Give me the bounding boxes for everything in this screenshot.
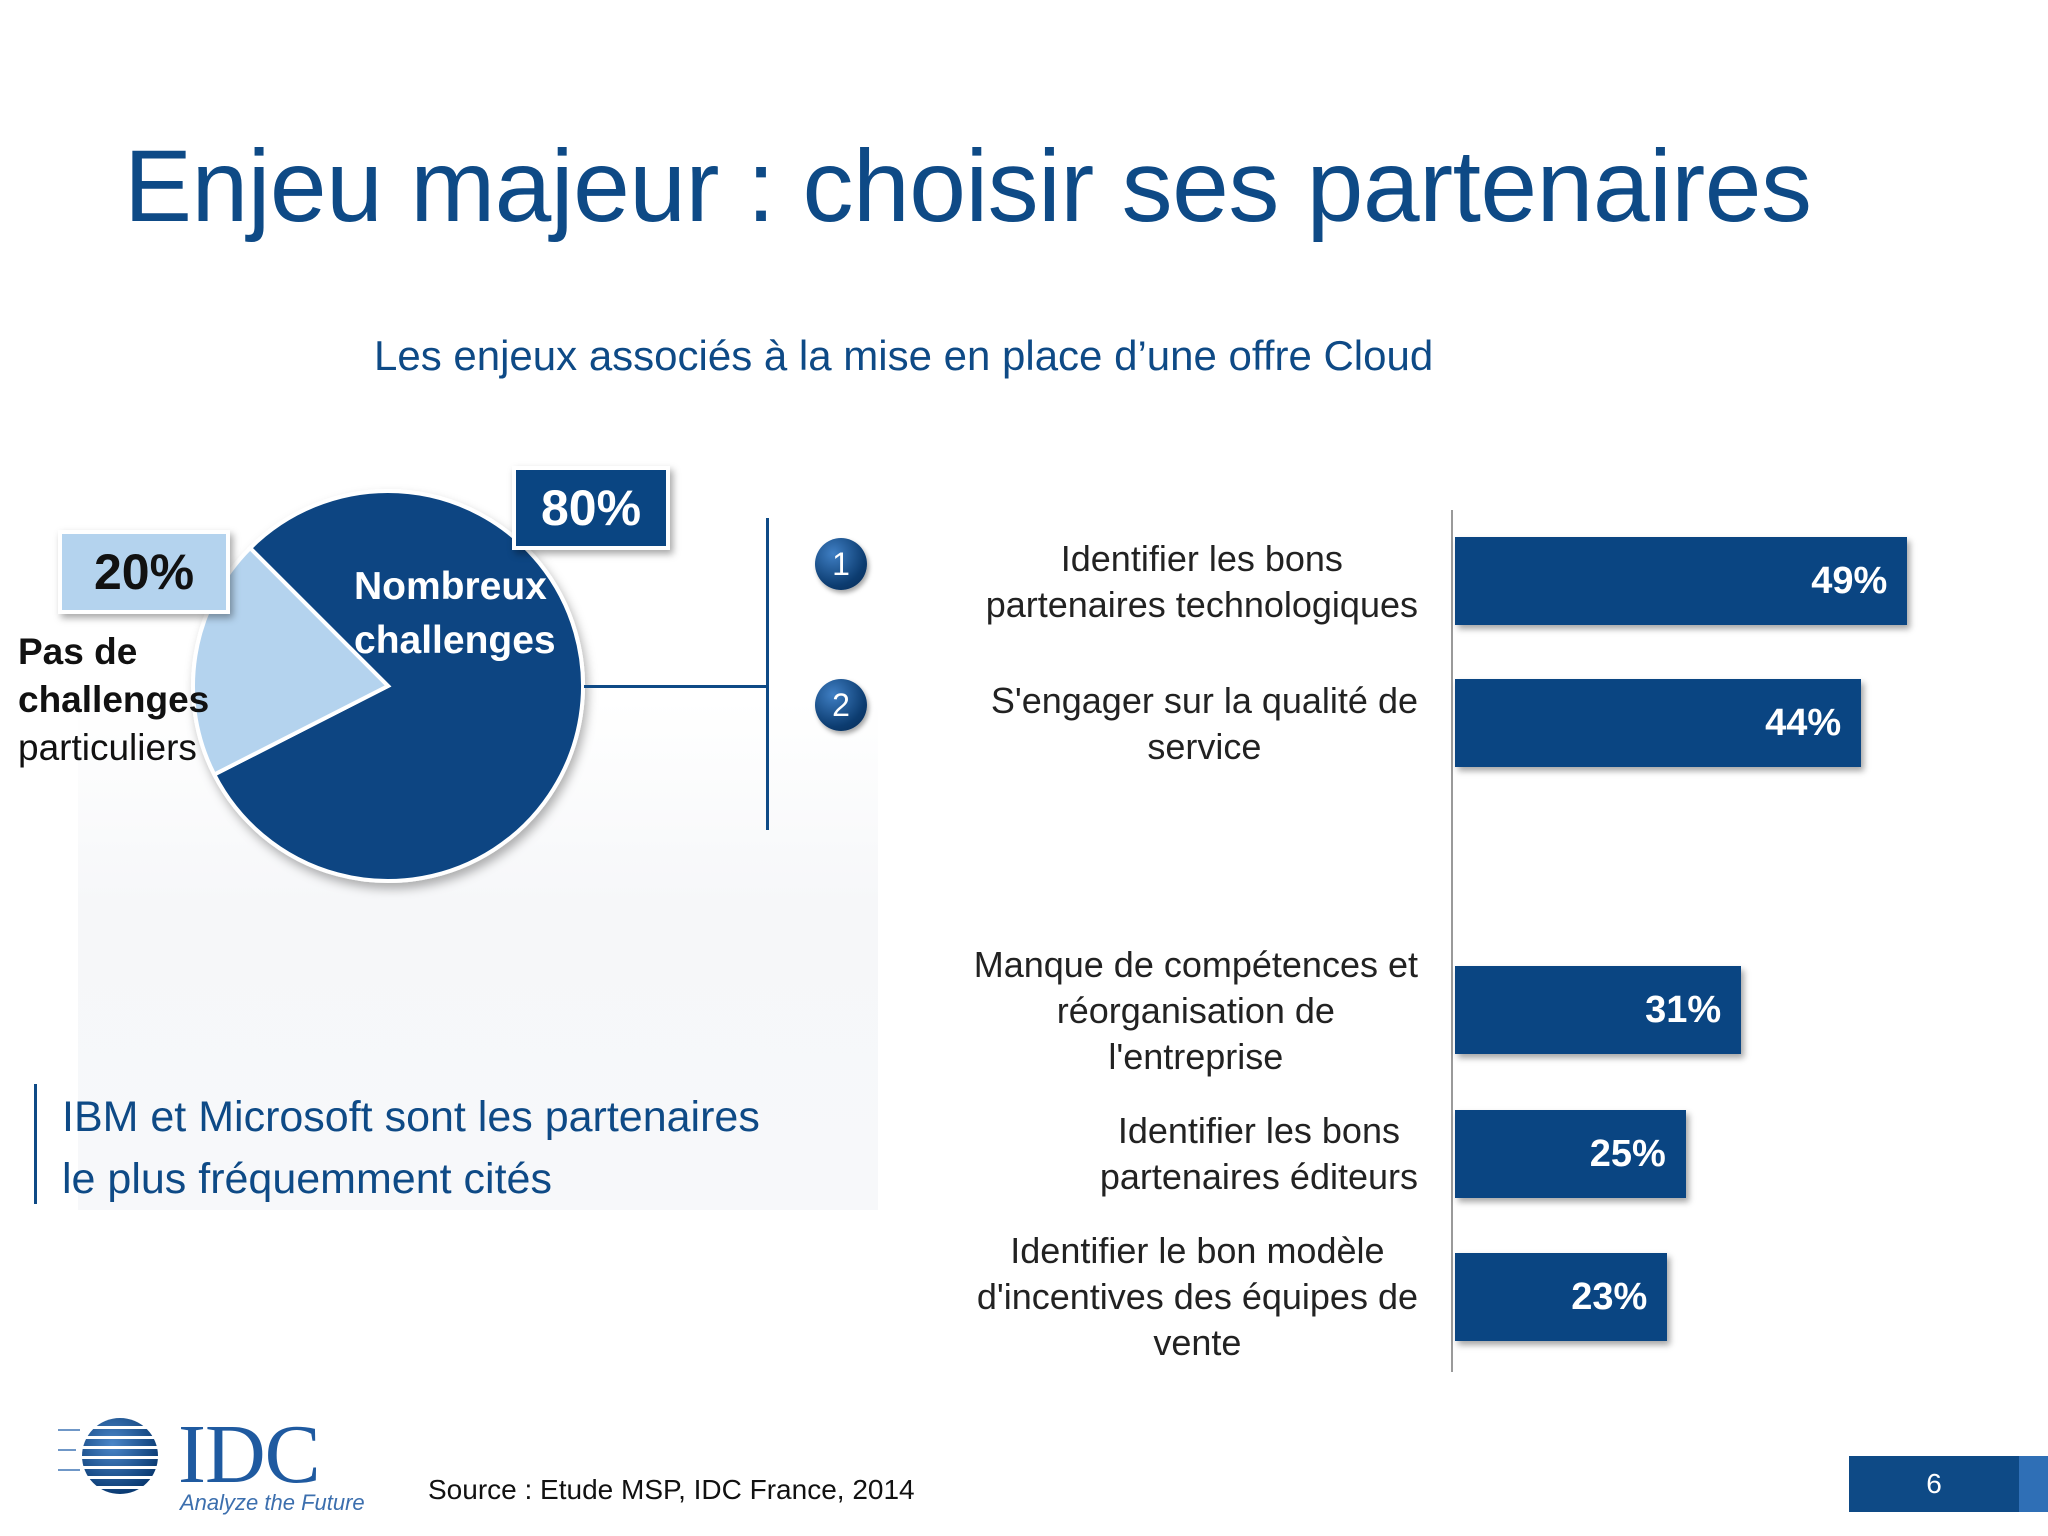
callout-rule	[34, 1084, 37, 1204]
partners-callout: IBM et Microsoft sont les partenaires le…	[62, 1086, 760, 1210]
category-line: service	[1147, 726, 1262, 767]
category-line: Identifier les bons	[1117, 1110, 1400, 1151]
bar-4	[1455, 1110, 1686, 1198]
pie-label-line: Nombreux	[354, 565, 547, 608]
category-line: vente	[1153, 1322, 1242, 1363]
bar-category-label: Identifier les bons partenaires éditeurs	[1100, 1108, 1418, 1200]
bar-category-label: Identifier les bons partenaires technolo…	[986, 536, 1418, 628]
bar-axis-line	[1451, 510, 1453, 1372]
bracket-line	[766, 518, 769, 830]
category-line: partenaires éditeurs	[1099, 1156, 1418, 1197]
category-line: Identifier les bons	[1060, 538, 1343, 579]
rank-badge-2: 2	[815, 679, 867, 731]
pie-label-line: particuliers	[18, 727, 197, 768]
pie-label-line: challenges	[354, 619, 556, 662]
bar-value-label: 31%	[1645, 988, 1722, 1031]
bar-category-label: Identifier le bon modèle d'incentives de…	[977, 1228, 1418, 1366]
connector-line	[584, 685, 768, 688]
bar-value-label: 23%	[1571, 1275, 1648, 1318]
pie-percent-80-box: 80%	[512, 466, 670, 550]
idc-globe-icon	[58, 1418, 178, 1494]
category-line: S'engager sur la qualité de	[990, 680, 1418, 721]
bar-3	[1455, 966, 1742, 1054]
pie-label-pas-de-challenges: Pas de challenges particuliers	[18, 628, 209, 772]
pie-slice-pas-de-challenges	[191, 545, 392, 778]
page-number-edge	[2019, 1456, 2048, 1512]
pie-percent-20-box: 20%	[58, 530, 230, 614]
category-line: partenaires technologiques	[985, 584, 1418, 625]
bar-value-label: 44%	[1765, 701, 1842, 744]
bar-category-label: S'engager sur la qualité de service	[991, 678, 1418, 770]
bar-5	[1455, 1253, 1668, 1341]
bar-value-label: 49%	[1811, 559, 1888, 602]
pie-chart	[191, 489, 585, 883]
slide-title: Enjeu majeur : choisir ses partenaires	[124, 129, 1812, 243]
bar-2	[1455, 679, 1862, 767]
pie-slice-nombreux-challenges	[211, 489, 585, 883]
category-line: Manque de compétences et	[973, 944, 1418, 985]
pie-label-line: Pas de	[18, 631, 138, 672]
category-line: Identifier le bon modèle	[1010, 1230, 1385, 1271]
callout-line: le plus fréquemment cités	[62, 1155, 552, 1203]
source-note: Source : Etude MSP, IDC France, 2014	[428, 1474, 915, 1505]
idc-logo-tagline: Analyze the Future	[180, 1490, 365, 1515]
category-line: l'entreprise	[1108, 1036, 1284, 1077]
bar-value-label: 25%	[1589, 1132, 1666, 1175]
rank-badge-1: 1	[815, 538, 867, 590]
chart-subtitle: Les enjeux associés à la mise en place d…	[374, 332, 1434, 379]
category-line: réorganisation de	[1056, 990, 1335, 1031]
pie-label-line: challenges	[18, 679, 210, 720]
pie-label-nombreux-challenges: Nombreux challenges	[354, 560, 556, 668]
idc-logo-text: IDC	[178, 1408, 321, 1501]
bar-1	[1455, 537, 1908, 625]
category-line: d'incentives des équipes de	[976, 1276, 1418, 1317]
page-number: 6	[1849, 1456, 2019, 1512]
bar-category-label: Manque de compétences et réorganisation …	[974, 942, 1418, 1080]
callout-line: IBM et Microsoft sont les partenaires	[62, 1093, 760, 1141]
